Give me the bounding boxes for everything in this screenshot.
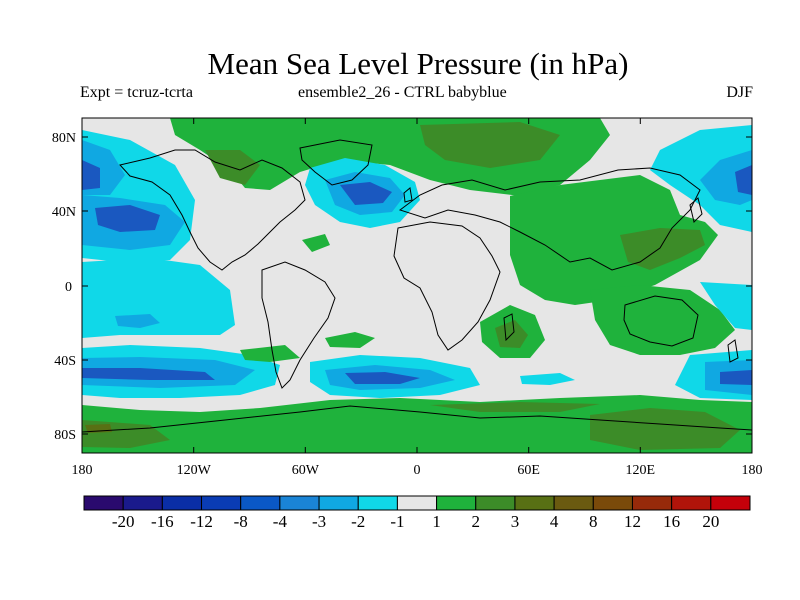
lat-label-40n: 40N xyxy=(52,205,76,220)
colorbar-swatch xyxy=(710,495,751,511)
colorbar-swatch xyxy=(631,495,673,511)
colorbar-swatch xyxy=(161,495,203,511)
north-atlantic-negative-core xyxy=(340,182,392,205)
lon-label-120w: 120W xyxy=(177,463,212,478)
colorbar-swatch xyxy=(553,495,594,511)
map-title: Mean Sea Level Pressure (in hPa) xyxy=(207,46,629,81)
asia-positive-mid xyxy=(620,228,705,270)
north-pacific-negative-north-core xyxy=(82,160,100,190)
season-label: DJF xyxy=(726,84,753,101)
pressure-anomaly-field xyxy=(82,118,752,453)
lon-label-60w: 60W xyxy=(292,463,320,478)
south-atlantic-small-negative xyxy=(520,373,575,385)
arctic-positive-core xyxy=(420,122,560,168)
colorbar-swatch xyxy=(396,495,438,511)
north-pacific-negative-east xyxy=(650,125,752,232)
colorbar-swatch xyxy=(514,495,555,511)
madagascar-coastline xyxy=(503,313,515,342)
lat-label-40s: 40S xyxy=(54,354,76,369)
southern-ocean-positive-mid xyxy=(240,345,300,362)
colorbar-swatch xyxy=(279,495,320,511)
asia-positive-band xyxy=(510,175,718,305)
colorbar-swatch xyxy=(201,495,242,511)
north-pacific-negative-west-core xyxy=(95,205,160,232)
southern-negative-west-core xyxy=(82,368,215,380)
lon-label-180w: 180 xyxy=(72,463,93,478)
south-pacific-negative-core xyxy=(115,314,160,328)
lat-label-80s: 80S xyxy=(54,428,76,443)
south-atlantic-positive-patch xyxy=(325,332,375,348)
antarctic-positive-mid-center xyxy=(430,402,600,412)
uk-coastline xyxy=(403,187,413,203)
colorbar-label: 1 xyxy=(432,512,441,531)
latitude-axis xyxy=(82,136,752,435)
colorbar-label: -4 xyxy=(273,512,288,531)
colorbar-label: -16 xyxy=(151,512,174,531)
colorbar-label: -1 xyxy=(390,512,404,531)
antarctic-positive-band xyxy=(82,395,752,453)
lon-label-180e: 180 xyxy=(742,463,763,478)
longitude-axis xyxy=(81,118,753,453)
colorbar-swatch xyxy=(592,495,633,511)
new-zealand-coastline xyxy=(727,339,739,363)
antarctic-positive-mid-east xyxy=(590,408,740,450)
lat-label-0: 0 xyxy=(65,280,72,295)
colorbar-label: 12 xyxy=(624,512,641,531)
north-pacific-negative-east-core xyxy=(735,165,752,195)
colorbar-label: -3 xyxy=(312,512,326,531)
lon-label-120e: 120E xyxy=(626,463,656,478)
antarctica-coastline xyxy=(82,405,752,433)
lat-label-80n: 80N xyxy=(52,131,76,146)
colorbar-swatch xyxy=(357,495,398,511)
australia-coastline xyxy=(623,295,699,347)
colorbar-label: 20 xyxy=(702,512,719,531)
colorbar-swatch xyxy=(318,495,359,511)
experiment-label: Expt = tcruz-tcrta xyxy=(80,84,193,101)
southwest-pacific-negative-east xyxy=(700,282,752,330)
south-america-coastline xyxy=(261,261,336,389)
africa-coastline xyxy=(393,221,501,351)
lon-label-60e: 60E xyxy=(517,463,540,478)
colorbar-label: 2 xyxy=(472,512,481,531)
greenland-coastline xyxy=(299,139,373,186)
ensemble-label: ensemble2_26 - CTRL babyblue xyxy=(298,84,507,101)
colorbar-label: -8 xyxy=(234,512,248,531)
colorbar-swatch xyxy=(436,495,477,511)
colorbar-swatch xyxy=(122,495,163,511)
north-america-coastline xyxy=(119,149,306,271)
southern-negative-east-core xyxy=(720,370,752,385)
colorbar-label: -12 xyxy=(190,512,213,531)
colorbar: -20 -16 -12 -8 -4 -3 -2 -1 1 2 3 4 8 12 16 20 xyxy=(83,495,751,531)
eurasia-coastline xyxy=(398,167,701,271)
colorbar-label: -2 xyxy=(351,512,365,531)
colorbar-label: 16 xyxy=(663,512,680,531)
colorbar-label: -20 xyxy=(112,512,135,531)
coastlines xyxy=(82,139,752,433)
east-atlantic-positive-patch xyxy=(302,234,330,252)
southern-negative-atlantic-core xyxy=(345,372,420,384)
colorbar-swatch xyxy=(475,495,516,511)
colorbar-swatch xyxy=(671,495,712,511)
japan-coastline xyxy=(689,197,703,223)
colorbar-swatch xyxy=(240,495,281,511)
south-indian-positive xyxy=(590,285,735,355)
colorbar-label: 4 xyxy=(550,512,559,531)
lon-label-0: 0 xyxy=(414,463,421,478)
colorbar-label: 8 xyxy=(589,512,598,531)
colorbar-label: 3 xyxy=(511,512,520,531)
colorbar-swatch xyxy=(83,495,124,511)
